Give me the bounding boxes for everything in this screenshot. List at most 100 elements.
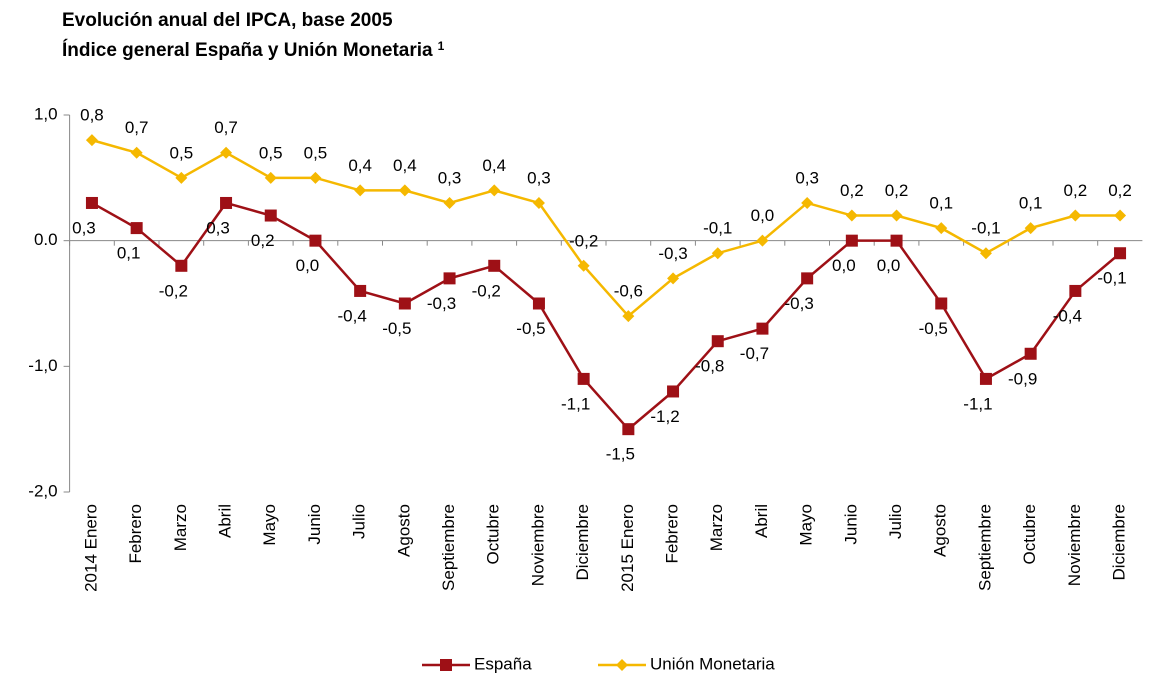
- data-label: 0,1: [117, 244, 141, 263]
- data-label: 0,1: [929, 194, 953, 213]
- data-label: 0,3: [795, 168, 819, 187]
- marker: [264, 209, 277, 222]
- data-label: -0,5: [919, 319, 948, 338]
- marker: [1024, 222, 1037, 235]
- data-label: 0,7: [214, 118, 238, 137]
- data-label: -0,3: [427, 294, 456, 313]
- marker: [622, 423, 635, 436]
- x-tick-label: Febrero: [663, 504, 682, 564]
- marker: [577, 372, 590, 385]
- data-label: -0,5: [516, 319, 545, 338]
- data-label: 0,5: [170, 143, 194, 162]
- marker: [488, 259, 501, 272]
- x-tick-label: Junio: [841, 504, 860, 545]
- chart-subtitle: Índice general España y Unión Monetaria 1: [62, 39, 445, 61]
- y-tick-label: -1,0: [28, 356, 57, 375]
- data-label: -0,2: [159, 281, 188, 300]
- legend-marker: [616, 659, 628, 671]
- marker: [220, 146, 233, 159]
- marker: [398, 297, 411, 310]
- legend-item: Unión Monetaria: [598, 654, 775, 673]
- marker: [667, 272, 680, 285]
- x-tick-label: Junio: [305, 504, 324, 545]
- data-label: 0,2: [1108, 181, 1132, 200]
- data-label: -0,2: [472, 281, 501, 300]
- x-tick-label: Marzo: [707, 504, 726, 551]
- data-label: 0,3: [72, 218, 96, 237]
- x-tick-label: Noviembre: [1065, 504, 1084, 586]
- x-tick-label: Mayo: [260, 504, 279, 546]
- data-label: 0,0: [832, 256, 856, 275]
- marker: [354, 184, 367, 197]
- subtitle-note: 1: [438, 39, 445, 53]
- marker: [1069, 209, 1082, 222]
- data-label: -0,1: [971, 219, 1000, 238]
- x-tick-label: Marzo: [171, 504, 190, 551]
- data-label: -0,1: [1097, 269, 1126, 288]
- marker: [175, 259, 188, 272]
- marker: [979, 372, 992, 385]
- data-label: 0,0: [751, 206, 775, 225]
- x-tick-label: 2014 Enero: [81, 504, 100, 592]
- marker: [756, 322, 769, 335]
- marker: [890, 234, 903, 247]
- data-label: -0,1: [703, 219, 732, 238]
- marker: [801, 272, 814, 285]
- x-tick-label: Julio: [350, 504, 369, 539]
- data-label: -0,4: [338, 306, 367, 325]
- data-label: -1,2: [650, 407, 679, 426]
- x-tick-label: Noviembre: [528, 504, 547, 586]
- data-label: -0,9: [1008, 369, 1037, 388]
- marker: [1069, 284, 1082, 297]
- data-label: -0,5: [382, 319, 411, 338]
- x-tick-label: Mayo: [797, 504, 816, 546]
- legend-label: Unión Monetaria: [650, 654, 775, 673]
- data-label: -1,1: [561, 394, 590, 413]
- marker: [622, 310, 635, 323]
- data-label: 0,1: [1019, 194, 1043, 213]
- x-tick-label: Abril: [752, 504, 771, 538]
- marker: [85, 196, 98, 209]
- subtitle-text: Índice general España y Unión Monetaria: [62, 39, 433, 61]
- marker: [532, 196, 545, 209]
- data-label: 0,3: [206, 218, 230, 237]
- data-label: 0,7: [125, 118, 149, 137]
- marker: [711, 335, 724, 348]
- data-label: -0,6: [614, 282, 643, 301]
- x-tick-label: Diciembre: [1110, 504, 1129, 581]
- marker: [309, 234, 322, 247]
- legend-item: España: [422, 654, 532, 673]
- x-tick-label: Octubre: [1020, 504, 1039, 564]
- marker: [756, 234, 769, 247]
- data-label: 0,5: [259, 143, 283, 162]
- marker: [845, 209, 858, 222]
- data-label: -0,3: [658, 244, 687, 263]
- marker: [175, 171, 188, 184]
- series-line: [91, 201, 1121, 431]
- marker: [85, 134, 98, 147]
- data-label: 0,3: [438, 168, 462, 187]
- marker: [220, 196, 233, 209]
- marker: [711, 247, 724, 260]
- marker: [398, 184, 411, 197]
- data-label: 0,2: [1064, 181, 1088, 200]
- data-label: 0,8: [80, 106, 104, 125]
- x-tick-label: 2015 Enero: [618, 504, 637, 592]
- marker: [130, 222, 143, 235]
- series-line: [91, 138, 1121, 318]
- y-tick-label: 0.0: [34, 230, 58, 249]
- x-tick-label: Abril: [216, 504, 235, 538]
- data-label: 0,5: [304, 143, 328, 162]
- data-label: -0,7: [740, 344, 769, 363]
- x-tick-label: Septiembre: [975, 504, 994, 591]
- data-label: -1,5: [606, 445, 635, 464]
- marker: [577, 259, 590, 272]
- marker: [1114, 209, 1127, 222]
- marker: [935, 222, 948, 235]
- x-tick-label: Septiembre: [439, 504, 458, 591]
- data-label: -1,1: [963, 394, 992, 413]
- marker: [801, 196, 814, 209]
- marker: [979, 247, 992, 260]
- marker: [309, 171, 322, 184]
